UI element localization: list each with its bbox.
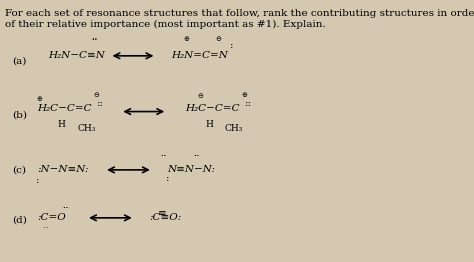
Text: (b): (b) (12, 111, 27, 120)
Text: ⊖: ⊖ (93, 92, 99, 98)
Text: H₂C−C=C: H₂C−C=C (185, 105, 240, 113)
Text: ⊕: ⊕ (183, 36, 189, 42)
Text: :C≡O:: :C≡O: (149, 213, 182, 222)
Text: H₂N=C=N: H₂N=C=N (171, 51, 228, 60)
Text: H: H (57, 120, 65, 129)
Text: CH₃: CH₃ (77, 124, 95, 133)
Text: ⊕: ⊕ (36, 96, 43, 102)
Text: ..: .. (37, 221, 49, 241)
Text: H: H (205, 120, 213, 129)
Text: :N−N≡N:: :N−N≡N: (37, 165, 89, 174)
Text: (c): (c) (12, 165, 26, 174)
Text: :C=O: :C=O (37, 213, 66, 222)
Text: ⊖: ⊖ (216, 36, 222, 42)
Text: ⊖: ⊖ (198, 93, 204, 99)
Text: N≡N−N:: N≡N−N: (167, 165, 215, 174)
Text: ⊕: ⊕ (241, 92, 247, 98)
Text: H₂N−C≡N: H₂N−C≡N (48, 51, 105, 60)
Text: For each set of resonance structures that follow, rank the contributing structur: For each set of resonance structures tha… (5, 9, 474, 29)
Text: ≡: ≡ (158, 208, 167, 218)
Text: (d): (d) (12, 216, 27, 225)
Text: ::: :: (97, 99, 104, 108)
Text: CH₃: CH₃ (225, 124, 243, 133)
Text: :: : (36, 176, 39, 185)
Text: H₂C−C=C: H₂C−C=C (37, 105, 92, 113)
Text: ::: :: (245, 99, 252, 108)
Text: :: : (166, 174, 170, 183)
Text: (a): (a) (12, 57, 27, 66)
Text: :: : (230, 41, 234, 50)
